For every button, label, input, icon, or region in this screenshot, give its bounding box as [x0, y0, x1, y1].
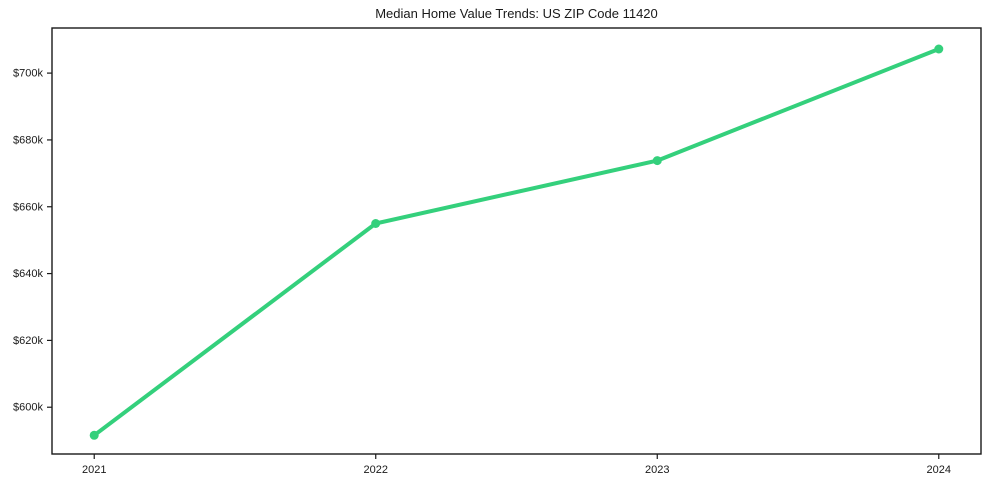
x-tick-label: 2024: [927, 464, 951, 476]
data-point-marker: [89, 430, 99, 440]
chart-title: Median Home Value Trends: US ZIP Code 11…: [375, 6, 658, 21]
y-tick-label: $700k: [13, 68, 43, 80]
trend-line: [92, 47, 941, 438]
data-point-marker: [934, 44, 944, 54]
y-tick-label: $620k: [13, 335, 43, 347]
x-tick-label: 2022: [364, 464, 388, 476]
data-point-marker: [652, 156, 662, 166]
y-tick-label: $680k: [13, 134, 43, 146]
x-tick-label: 2021: [82, 464, 106, 476]
y-tick-label: $600k: [13, 402, 43, 414]
data-point-marker: [371, 219, 381, 228]
x-tick-label: 2023: [645, 464, 669, 476]
plot-border: [51, 27, 982, 455]
y-tick-label: $660k: [13, 201, 43, 213]
y-tick-label: $640k: [13, 268, 43, 280]
